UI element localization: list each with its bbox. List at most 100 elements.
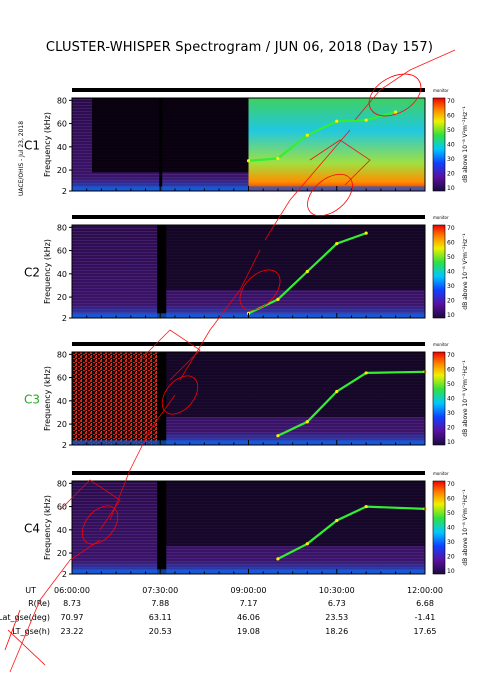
interference-region [72,352,161,445]
quiet-region [162,352,425,418]
y-axis-title: Frequency (kHz) [43,112,52,177]
watermark-stroke [9,539,101,673]
data-gap [157,481,167,574]
colorbar-tick-label: 30 [447,539,455,546]
colorbar-tick-label: 30 [447,410,455,417]
ephemeris-value: 70.97 [61,613,84,622]
y-axis-title: Frequency (kHz) [43,366,52,431]
watermark-stroke [161,375,199,415]
emission-track-point [335,242,339,246]
panel-label: C4 [24,522,40,536]
emission-track-point [335,518,339,523]
emission-track-point [305,133,309,137]
colorbar-tick-label: 10 [447,312,455,319]
watermark-stroke [4,609,46,666]
colorbar-tick-label: 60 [447,496,455,503]
ephemeris-value: 8.73 [63,599,81,608]
colorbar-tick-label: 70 [447,352,455,359]
colorbar-tick-label: 20 [447,171,455,178]
ephemeris-value: 46.06 [237,613,260,622]
colorbar-tick-label: 30 [447,156,455,163]
colorbar-tick-label: 50 [447,254,455,261]
y-tick-label: 20 [57,293,67,302]
quiet-region [92,98,249,173]
colorbar-tick-label: 30 [447,283,455,290]
ephemeris-row: UT 06:00:00 07:30:00 09:00:00 10:30:00 12:00:… [25,586,443,595]
y-tick-label: 40 [57,526,67,535]
status-bar [72,342,425,346]
status-bar [72,471,425,475]
panel-c3: 2 20 40 60 80 Frequency (kHz)C3 70 60 50 40 30 20 10… [24,342,469,450]
y-tick-label: 2 [62,314,67,323]
y-tick-label: 40 [57,270,67,279]
ephemeris-value: 18.26 [325,627,348,636]
emission-track-point [364,504,368,509]
colorbar-gradient [432,224,446,319]
emission-track-point [364,118,368,122]
colorbar-tick-label: 40 [447,142,455,149]
colorbar-corner-label: monitor [433,342,449,347]
ephemeris-value: 7.17 [240,599,258,608]
colorbar-tick-label: 70 [447,225,455,232]
emission-track-point [364,371,368,375]
watermark-stroke [139,329,201,381]
ephemeris-value: 6.73 [328,599,346,608]
y-axis-title: Frequency (kHz) [43,239,52,304]
colorbar: 70 60 50 40 30 20 10 dB above 10⁻⁸ V²m⁻²Hz⁻¹ mon… [432,471,469,575]
quiet-region [162,481,425,547]
emission-track-point [364,231,368,235]
y-tick-label: 40 [57,143,67,152]
colorbar: 70 60 50 40 30 20 10 dB above 10⁻⁸ V²m⁻²Hz⁻¹ mon… [432,215,469,319]
y-tick-label: 80 [57,350,67,359]
y-tick-label: 2 [62,570,67,579]
ephemeris-value: 07:30:00 [142,586,178,595]
colorbar-tick-label: 70 [447,98,455,105]
panel-c1: 2 20 40 60 80 Frequency (kHz)C1 70 60 50 40 30 20 10… [24,88,469,196]
colorbar: 70 60 50 40 30 20 10 dB above 10⁻⁸ V²m⁻²Hz⁻¹ mon… [432,88,469,192]
y-tick-label: 40 [57,397,67,406]
colorbar-tick-label: 10 [447,439,455,446]
colorbar-tick-label: 50 [447,381,455,388]
y-tick-label: 2 [62,187,67,196]
ephemeris-value: 20.53 [149,627,172,636]
colorbar: 70 60 50 40 30 20 10 dB above 10⁻⁸ V²m⁻²Hz⁻¹ mon… [432,342,469,446]
emission-track-point [305,420,309,424]
ephemeris-value: 23.22 [61,627,84,636]
colorbar-tick-label: 20 [447,298,455,305]
watermark-stroke [307,173,353,217]
colorbar-corner-label: monitor [433,215,449,220]
y-tick-label: 60 [57,120,67,129]
colorbar-tick-label: 60 [447,367,455,374]
ephemeris-row-label: UT [25,586,36,595]
ephemeris-value: 7.88 [151,599,169,608]
y-tick-label: 20 [57,420,67,429]
colorbar-unit-label: dB above 10⁻⁸ V²m⁻²Hz⁻¹ [462,360,469,437]
status-bar [72,88,425,92]
emission-track-point [246,159,251,163]
watermark-stroke [239,269,281,311]
watermark-stroke [354,49,456,121]
ephemeris-row: R(Re) 8.73 7.88 7.17 6.73 6.68 [28,599,434,608]
emission-track-point [276,434,280,438]
ephemeris-value: 17.65 [414,627,437,636]
y-tick-label: 2 [62,441,67,450]
ephemeris-row-label: Lat_gse(deg) [0,613,50,622]
watermark-stroke [264,129,351,241]
colorbar-tick-label: 40 [447,525,455,532]
y-tick-label: 80 [57,223,67,232]
active-region [248,98,425,191]
ephemeris-value: 12:00:00 [407,586,443,595]
emission-track-point [276,557,280,561]
ephemeris-value: 6.68 [416,599,434,608]
colorbar-gradient [432,97,446,192]
colorbar-unit-label: dB above 10⁻⁸ V²m⁻²Hz⁻¹ [462,489,469,566]
colorbar-unit-label: dB above 10⁻⁸ V²m⁻²Hz⁻¹ [462,233,469,310]
watermark-stroke [368,73,422,117]
y-tick-label: 80 [57,479,67,488]
colorbar-gradient [432,480,446,575]
colorbar-tick-label: 60 [447,240,455,247]
emission-track-point [276,297,280,301]
colorbar-tick-label: 60 [447,113,455,120]
quiet-region [162,225,425,291]
colorbar-tick-label: 50 [447,510,455,517]
